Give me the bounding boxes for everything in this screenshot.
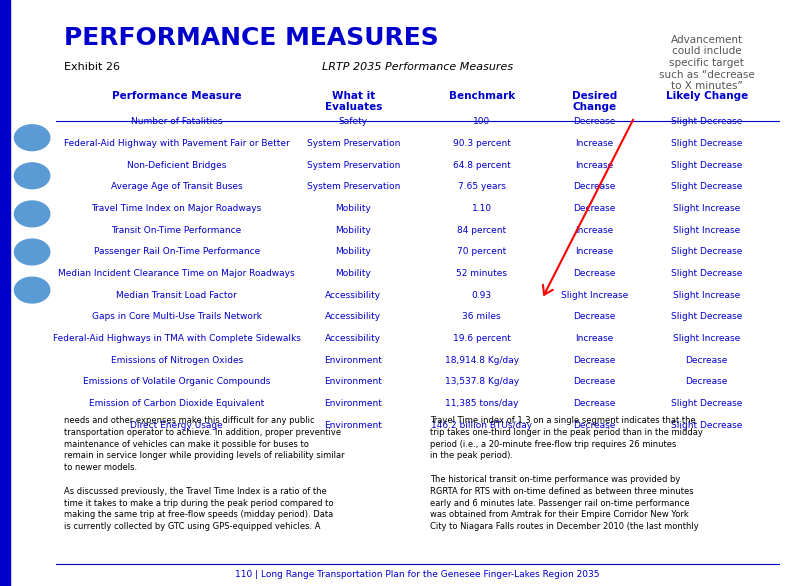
- Text: Median Incident Clearance Time on Major Roadways: Median Incident Clearance Time on Major …: [59, 269, 294, 278]
- Text: Slight Increase: Slight Increase: [672, 334, 739, 343]
- Text: Mobility: Mobility: [335, 247, 371, 256]
- Text: Mobility: Mobility: [335, 226, 371, 234]
- Text: Decrease: Decrease: [573, 377, 614, 386]
- Circle shape: [14, 125, 50, 151]
- Text: 90.3 percent: 90.3 percent: [452, 139, 510, 148]
- Text: Mobility: Mobility: [335, 269, 371, 278]
- Text: Accessibility: Accessibility: [325, 291, 381, 299]
- Text: Decrease: Decrease: [573, 204, 614, 213]
- Text: Slight Decrease: Slight Decrease: [670, 312, 741, 321]
- Text: PERFORMANCE MEASURES: PERFORMANCE MEASURES: [64, 26, 439, 50]
- Text: 1.10: 1.10: [471, 204, 492, 213]
- Text: 100: 100: [472, 117, 490, 126]
- Text: 19.6 percent: 19.6 percent: [452, 334, 510, 343]
- Text: Environment: Environment: [324, 399, 382, 408]
- Text: 18,914.8 Kg/day: 18,914.8 Kg/day: [444, 356, 518, 364]
- Text: Likely Change: Likely Change: [665, 91, 747, 101]
- Text: Increase: Increase: [574, 334, 613, 343]
- Text: Federal-Aid Highways in TMA with Complete Sidewalks: Federal-Aid Highways in TMA with Complet…: [53, 334, 300, 343]
- Text: 0.93: 0.93: [471, 291, 492, 299]
- Text: Federal-Aid Highway with Pavement Fair or Better: Federal-Aid Highway with Pavement Fair o…: [63, 139, 290, 148]
- Circle shape: [14, 277, 50, 303]
- Circle shape: [14, 163, 50, 189]
- Text: Increase: Increase: [574, 139, 613, 148]
- Text: Slight Increase: Slight Increase: [672, 226, 739, 234]
- Circle shape: [14, 239, 50, 265]
- Text: Number of Fatalities: Number of Fatalities: [131, 117, 222, 126]
- Text: 110 | Long Range Transportation Plan for the Genesee Finger-Lakes Region 2035: 110 | Long Range Transportation Plan for…: [235, 570, 599, 578]
- Text: needs and other expenses make this difficult for any public
transportation opera: needs and other expenses make this diffi…: [64, 416, 344, 532]
- Text: 52 minutes: 52 minutes: [456, 269, 507, 278]
- Text: Environment: Environment: [324, 377, 382, 386]
- Text: Decrease: Decrease: [573, 356, 614, 364]
- Text: Exhibit 26: Exhibit 26: [64, 62, 120, 71]
- Text: 13,537.8 Kg/day: 13,537.8 Kg/day: [444, 377, 518, 386]
- Text: 11,385 tons/day: 11,385 tons/day: [444, 399, 518, 408]
- Text: Slight Decrease: Slight Decrease: [670, 421, 741, 430]
- Text: Increase: Increase: [574, 161, 613, 169]
- Text: System Preservation: System Preservation: [306, 161, 399, 169]
- Text: Decrease: Decrease: [573, 269, 614, 278]
- Text: Performance Measure: Performance Measure: [111, 91, 241, 101]
- Text: Non-Deficient Bridges: Non-Deficient Bridges: [127, 161, 226, 169]
- Text: Decrease: Decrease: [573, 312, 614, 321]
- Text: Slight Decrease: Slight Decrease: [670, 182, 741, 191]
- Text: 7.65 years: 7.65 years: [457, 182, 505, 191]
- Text: Slight Decrease: Slight Decrease: [670, 117, 741, 126]
- Text: System Preservation: System Preservation: [306, 182, 399, 191]
- Text: Decrease: Decrease: [573, 182, 614, 191]
- Text: Slight Decrease: Slight Decrease: [670, 399, 741, 408]
- Text: Median Transit Load Factor: Median Transit Load Factor: [116, 291, 237, 299]
- Text: Transit On-Time Performance: Transit On-Time Performance: [111, 226, 241, 234]
- Text: Decrease: Decrease: [573, 421, 614, 430]
- Text: 36 miles: 36 miles: [462, 312, 500, 321]
- Text: Travel Time Index on Major Roadways: Travel Time Index on Major Roadways: [91, 204, 261, 213]
- Text: Slight Increase: Slight Increase: [560, 291, 627, 299]
- Text: Average Age of Transit Buses: Average Age of Transit Buses: [111, 182, 242, 191]
- Text: Benchmark: Benchmark: [448, 91, 514, 101]
- Text: Emission of Carbon Dioxide Equivalent: Emission of Carbon Dioxide Equivalent: [89, 399, 264, 408]
- Text: Desired
Change: Desired Change: [571, 91, 616, 113]
- Text: System Preservation: System Preservation: [306, 139, 399, 148]
- Text: Emissions of Nitrogen Oxides: Emissions of Nitrogen Oxides: [111, 356, 242, 364]
- Text: Decrease: Decrease: [573, 117, 614, 126]
- Text: Gaps in Core Multi-Use Trails Network: Gaps in Core Multi-Use Trails Network: [91, 312, 261, 321]
- Text: Decrease: Decrease: [685, 377, 727, 386]
- Text: Slight Decrease: Slight Decrease: [670, 269, 741, 278]
- Text: Passenger Rail On-Time Performance: Passenger Rail On-Time Performance: [93, 247, 260, 256]
- Text: Safety: Safety: [338, 117, 367, 126]
- Text: LRTP 2035 Performance Measures: LRTP 2035 Performance Measures: [322, 62, 512, 71]
- Text: What it
Evaluates: What it Evaluates: [324, 91, 382, 113]
- Text: Increase: Increase: [574, 247, 613, 256]
- Text: Slight Decrease: Slight Decrease: [670, 139, 741, 148]
- Text: Slight Decrease: Slight Decrease: [670, 161, 741, 169]
- Circle shape: [14, 201, 50, 227]
- Text: Slight Increase: Slight Increase: [672, 204, 739, 213]
- Text: 146.2 billion BTUs/day: 146.2 billion BTUs/day: [431, 421, 532, 430]
- Text: Increase: Increase: [574, 226, 613, 234]
- Bar: [0, 0, 10, 586]
- Text: Accessibility: Accessibility: [325, 312, 381, 321]
- Text: Decrease: Decrease: [573, 399, 614, 408]
- Text: Travel Time index of 1.3 on a single segment indicates that the
trip takes one-t: Travel Time index of 1.3 on a single seg…: [429, 416, 702, 532]
- Text: 70 percent: 70 percent: [456, 247, 506, 256]
- Text: Mobility: Mobility: [335, 204, 371, 213]
- Text: 64.8 percent: 64.8 percent: [452, 161, 510, 169]
- Text: 84 percent: 84 percent: [456, 226, 506, 234]
- Text: Environment: Environment: [324, 356, 382, 364]
- Text: Direct Energy Usage: Direct Energy Usage: [130, 421, 223, 430]
- Text: Decrease: Decrease: [685, 356, 727, 364]
- Text: Emissions of Volatile Organic Compounds: Emissions of Volatile Organic Compounds: [83, 377, 270, 386]
- Text: Accessibility: Accessibility: [325, 334, 381, 343]
- Text: Environment: Environment: [324, 421, 382, 430]
- Text: Slight Decrease: Slight Decrease: [670, 247, 741, 256]
- Text: Slight Increase: Slight Increase: [672, 291, 739, 299]
- Text: Advancement
could include
specific target
such as “decrease
to X minutes”: Advancement could include specific targe…: [658, 35, 754, 91]
